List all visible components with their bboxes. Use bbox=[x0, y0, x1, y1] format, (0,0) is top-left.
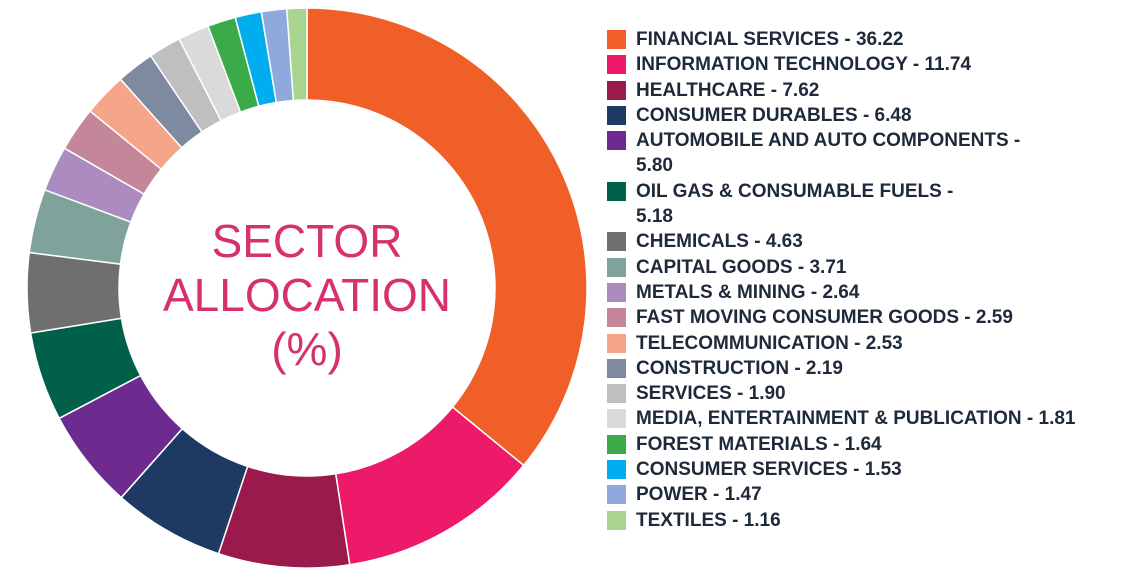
legend-label-9: FAST MOVING CONSUMER GOODS - 2.59 bbox=[636, 307, 1013, 329]
legend-item-16: POWER - 1.47 bbox=[607, 482, 1132, 507]
legend-swatch-11 bbox=[607, 358, 626, 378]
legend-swatch-13 bbox=[607, 409, 626, 429]
legend-swatch-3 bbox=[607, 105, 626, 125]
legend-label-12: SERVICES - 1.90 bbox=[636, 383, 786, 405]
legend-label-7: CAPITAL GOODS - 3.71 bbox=[636, 256, 847, 278]
legend-label-8: METALS & MINING - 2.64 bbox=[636, 281, 860, 303]
legend-item-14: FOREST MATERIALS - 1.64 bbox=[607, 432, 1132, 457]
center-title-line-3: (%) bbox=[271, 323, 343, 375]
legend-label-15: CONSUMER SERVICES - 1.53 bbox=[636, 459, 902, 481]
legend-label-2: HEALTHCARE - 7.62 bbox=[636, 79, 820, 101]
chart-legend: FINANCIAL SERVICES - 36.22 INFORMATION TE… bbox=[607, 27, 1132, 533]
chart-center-title: SECTOR ALLOCATION (%) bbox=[100, 214, 514, 376]
legend-swatch-9 bbox=[607, 308, 626, 328]
legend-item-17: TEXTILES - 1.16 bbox=[607, 508, 1132, 533]
legend-swatch-12 bbox=[607, 384, 626, 404]
legend-label-3: CONSUMER DURABLES - 6.48 bbox=[636, 104, 912, 126]
legend-label-13: MEDIA, ENTERTAINMENT & PUBLICATION - 1.8… bbox=[636, 408, 1076, 430]
legend-swatch-10 bbox=[607, 333, 626, 353]
legend-swatch-6 bbox=[607, 232, 626, 252]
legend-item-0: FINANCIAL SERVICES - 36.22 bbox=[607, 27, 1132, 52]
legend-swatch-16 bbox=[607, 485, 626, 505]
legend-label-4: AUTOMOBILE AND AUTO COMPONENTS - 5.80 bbox=[636, 130, 1021, 177]
legend-item-11: CONSTRUCTION - 2.19 bbox=[607, 356, 1132, 381]
legend-label-11: CONSTRUCTION - 2.19 bbox=[636, 357, 843, 379]
legend-label-14: FOREST MATERIALS - 1.64 bbox=[636, 433, 882, 455]
legend-item-13: MEDIA, ENTERTAINMENT & PUBLICATION - 1.8… bbox=[607, 406, 1132, 431]
legend-item-12: SERVICES - 1.90 bbox=[607, 381, 1132, 406]
legend-swatch-2 bbox=[607, 80, 626, 100]
legend-swatch-15 bbox=[607, 460, 626, 480]
legend-label-5: OIL GAS & CONSUMABLE FUELS - 5.18 bbox=[636, 180, 954, 228]
legend-item-5: OIL GAS & CONSUMABLE FUELS - 5.18 bbox=[607, 179, 966, 230]
legend-item-1: INFORMATION TECHNOLOGY - 11.74 bbox=[607, 52, 1132, 77]
donut-slice-17 bbox=[285, 7, 308, 102]
legend-label-1: INFORMATION TECHNOLOGY - 11.74 bbox=[636, 54, 972, 76]
legend-item-10: TELECOMMUNICATION - 2.53 bbox=[607, 331, 1132, 356]
legend-swatch-14 bbox=[607, 434, 626, 454]
legend-label-6: CHEMICALS - 4.63 bbox=[636, 231, 803, 253]
legend-swatch-1 bbox=[607, 55, 626, 75]
legend-swatch-4 bbox=[607, 131, 626, 151]
legend-item-4: AUTOMOBILE AND AUTO COMPONENTS - 5.80 bbox=[607, 128, 1056, 179]
legend-label-0: FINANCIAL SERVICES - 36.22 bbox=[636, 29, 904, 50]
legend-item-2: HEALTHCARE - 7.62 bbox=[607, 78, 1132, 103]
donut-chart bbox=[26, 7, 588, 569]
center-title-line-2: ALLOCATION bbox=[163, 269, 451, 321]
donut-slice-0 bbox=[306, 7, 588, 467]
legend-item-9: FAST MOVING CONSUMER GOODS - 2.59 bbox=[607, 305, 1056, 330]
legend-swatch-8 bbox=[607, 282, 626, 302]
legend-item-8: METALS & MINING - 2.64 bbox=[607, 280, 1132, 305]
legend-label-16: POWER - 1.47 bbox=[636, 484, 762, 506]
legend-label-17: TEXTILES - 1.16 bbox=[636, 509, 781, 531]
legend-item-7: CAPITAL GOODS - 3.71 bbox=[607, 255, 1132, 280]
center-title-line-1: SECTOR bbox=[211, 215, 403, 267]
legend-label-10: TELECOMMUNICATION - 2.53 bbox=[636, 332, 903, 354]
legend-swatch-17 bbox=[607, 510, 626, 530]
legend-swatch-7 bbox=[607, 257, 626, 277]
legend-swatch-0 bbox=[607, 30, 626, 49]
legend-item-3: CONSUMER DURABLES - 6.48 bbox=[607, 103, 1132, 128]
legend-item-15: CONSUMER SERVICES - 1.53 bbox=[607, 457, 1132, 482]
legend-swatch-5 bbox=[607, 181, 626, 201]
legend-item-6: CHEMICALS - 4.63 bbox=[607, 229, 1132, 254]
